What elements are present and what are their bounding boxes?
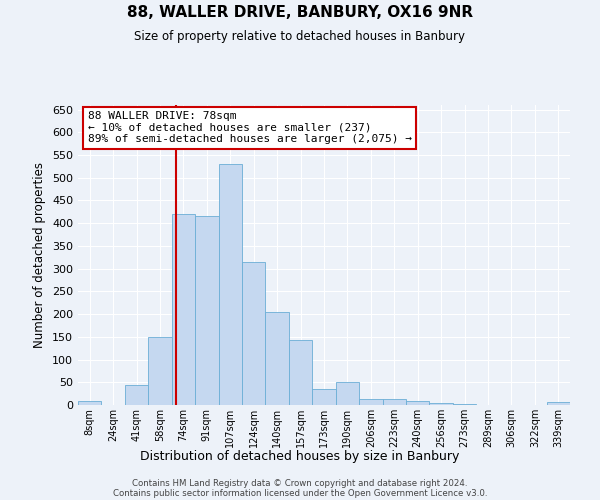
Bar (359, 398, 383, 405)
Bar (430, 402, 453, 405)
Bar (289, 340, 312, 405)
Y-axis label: Number of detached properties: Number of detached properties (34, 162, 46, 348)
Text: 88 WALLER DRIVE: 78sqm
← 10% of detached houses are smaller (237)
89% of semi-de: 88 WALLER DRIVE: 78sqm ← 10% of detached… (88, 111, 412, 144)
Bar (242, 262, 265, 405)
Bar (195, 216, 218, 405)
Text: Contains public sector information licensed under the Open Government Licence v3: Contains public sector information licen… (113, 488, 487, 498)
Text: Distribution of detached houses by size in Banbury: Distribution of detached houses by size … (140, 450, 460, 463)
Bar (218, 164, 242, 405)
Text: 88, WALLER DRIVE, BANBURY, OX16 9NR: 88, WALLER DRIVE, BANBURY, OX16 9NR (127, 5, 473, 20)
Bar (78, 402, 101, 405)
Bar (265, 312, 289, 405)
Bar (383, 399, 406, 405)
Bar (547, 402, 570, 405)
Bar (172, 214, 195, 405)
Text: Contains HM Land Registry data © Crown copyright and database right 2024.: Contains HM Land Registry data © Crown c… (132, 478, 468, 488)
Bar (148, 337, 172, 405)
Text: Size of property relative to detached houses in Banbury: Size of property relative to detached ho… (134, 30, 466, 43)
Bar (336, 382, 359, 405)
Bar (125, 384, 148, 405)
Bar (453, 404, 476, 405)
Bar (406, 402, 430, 405)
Bar (312, 389, 336, 405)
